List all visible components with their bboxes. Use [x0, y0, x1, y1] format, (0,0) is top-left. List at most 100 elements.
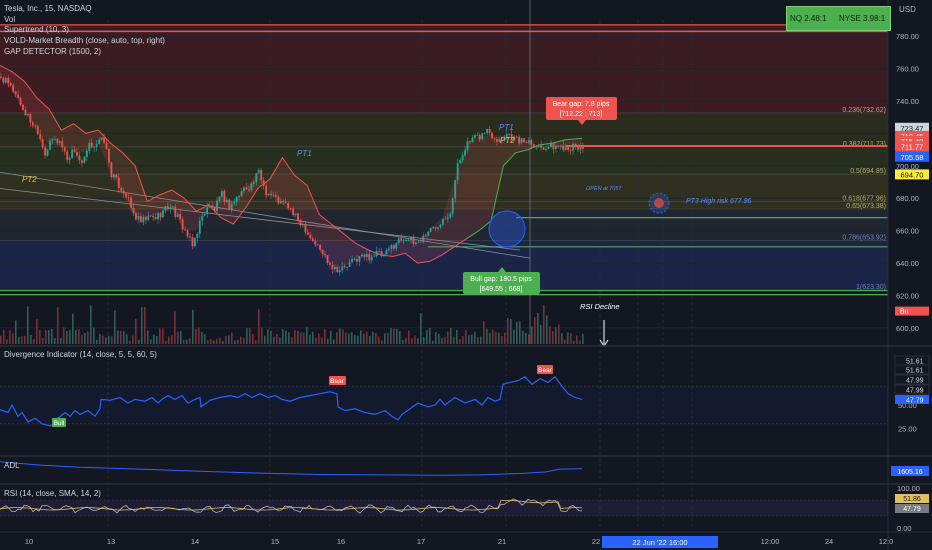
volume-bar: [102, 335, 104, 344]
volume-bar: [501, 336, 503, 344]
candle-body: [112, 174, 115, 178]
candle-body: [451, 198, 454, 214]
candle-body: [223, 191, 226, 203]
candle-body: [302, 224, 304, 226]
candle-body: [449, 213, 452, 218]
volume-bar: [315, 337, 317, 344]
volume-bar: [564, 339, 566, 344]
currency-label: USD: [899, 5, 916, 14]
volume-bar: [465, 330, 467, 344]
volume-bar: [99, 333, 101, 344]
fib-label: 0.65(673.38): [846, 203, 886, 210]
candle-body: [27, 113, 29, 116]
candle-body: [132, 207, 135, 214]
candle-body: [255, 173, 258, 182]
candle-body: [24, 109, 27, 116]
candle-body: [380, 251, 383, 257]
fib-zone-786-1: [0, 240, 888, 291]
fib-label: 0.618(677.96): [842, 196, 886, 203]
candle-body: [427, 231, 430, 237]
volume-bar: [195, 328, 197, 344]
candle-body: [262, 180, 265, 186]
volume-bar: [528, 334, 530, 344]
candle-body: [513, 136, 516, 141]
legend-supertrend: Supertrend (10, 3): [4, 25, 69, 34]
volume-bar: [165, 340, 167, 344]
candle-body: [250, 183, 253, 191]
candle-body: [78, 155, 81, 161]
candle-body: [2, 77, 5, 83]
candle-body: [39, 134, 42, 140]
volume-bar: [453, 336, 455, 344]
candle-body: [83, 157, 86, 163]
candle-body: [245, 187, 248, 190]
candle-body: [547, 147, 550, 150]
volume-bar: [402, 339, 404, 344]
candle-body: [464, 150, 466, 156]
volume-bar: [519, 321, 521, 344]
candle-body: [270, 193, 272, 196]
volume-bar: [324, 328, 326, 344]
fib-zone-382-5: [0, 146, 888, 175]
volume-bar: [162, 328, 164, 344]
candle-body: [228, 199, 231, 210]
price-label-box: [895, 141, 929, 152]
volume-bar: [393, 328, 395, 344]
candle-body: [34, 125, 37, 127]
candle-body: [579, 147, 582, 150]
candle-body: [542, 147, 545, 150]
volume-bar: [471, 334, 473, 344]
volume-bar: [525, 332, 527, 344]
candle-body: [304, 224, 307, 233]
candle-body: [437, 227, 439, 229]
volume-bar: [255, 340, 257, 344]
volume-bar: [105, 337, 107, 344]
price-label-box: [895, 169, 929, 180]
candle-body: [523, 138, 525, 143]
bear-gap-range: [712.22 ; 713]: [560, 111, 603, 118]
candle-body: [144, 217, 147, 220]
candle-body: [9, 83, 12, 86]
volume-bar: [405, 337, 407, 344]
candle-body: [432, 227, 435, 229]
volume-bar: [318, 333, 320, 344]
candle-body: [331, 264, 334, 270]
volume-bar: [285, 330, 287, 344]
candle-body: [577, 146, 579, 150]
candle-body: [493, 138, 496, 140]
volume-bar: [168, 336, 170, 344]
bear-tag-text: Bear: [330, 378, 345, 385]
volume-bar: [498, 332, 500, 344]
volume-bar: [414, 335, 416, 344]
candle-body: [456, 163, 459, 181]
volume-bar: [141, 307, 143, 344]
candle-body: [110, 162, 113, 178]
volume-bar: [27, 306, 29, 344]
volume-bar: [48, 330, 50, 344]
candle-body: [68, 157, 71, 160]
x-tick-label: 13: [107, 537, 115, 546]
volume-bar: [222, 340, 224, 344]
volume-bar: [291, 337, 293, 344]
volume-bar: [495, 331, 497, 344]
volume-bar: [120, 330, 122, 344]
volume-bar: [483, 321, 485, 344]
candle-body: [338, 270, 341, 273]
volume-bar: [264, 335, 266, 344]
candle-body: [152, 215, 155, 218]
candle-body: [378, 251, 380, 252]
candle-body: [147, 215, 150, 220]
bear-tag: [537, 365, 553, 374]
volume-bar: [522, 330, 524, 344]
volume-bar: [576, 335, 578, 344]
volume-bar: [216, 338, 218, 344]
candle-body: [498, 139, 501, 142]
candle-body: [552, 142, 555, 149]
volume-bar: [282, 328, 284, 344]
rsi-tick: 100.00: [897, 484, 920, 493]
candle-body: [559, 145, 562, 147]
candle-body: [518, 136, 520, 144]
volume-bar: [189, 337, 191, 344]
candle-body: [12, 85, 15, 92]
